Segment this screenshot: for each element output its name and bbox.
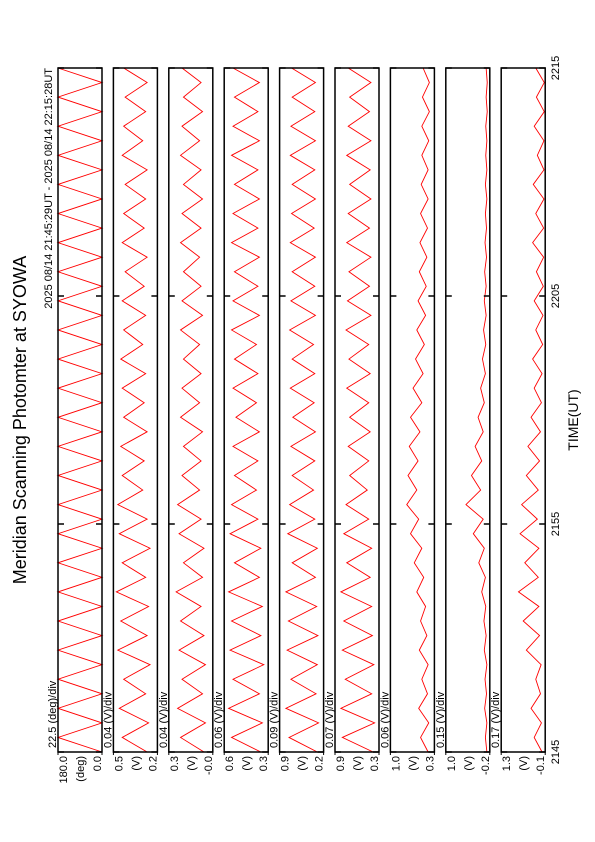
panel-frame [278,67,325,753]
panel-scale-label: 0.07 (V)/div [324,691,336,748]
panel-frame [445,67,491,753]
panel-frame [112,67,159,753]
subtitle: 2025 08/14 21:45:29UT - 2025 08/14 22:15… [43,68,55,309]
chart-title: Meridian Scanning Photomter at SYOWA [10,256,30,584]
y-tick-label: 0.2 [147,756,159,771]
y-tick-label: 1.3 [501,756,513,771]
y-tick-label: 180.0 [58,756,70,784]
y-tick-label: 0.6 [224,756,236,771]
trace [517,67,545,753]
trace [406,67,430,753]
y-tick-label: 1.0 [446,756,458,771]
y-tick-label: 0.3 [169,756,181,771]
panel-frame [57,67,103,753]
y-tick-label: 0.9 [335,756,347,771]
y-unit-label: (V) [407,756,419,771]
y-tick-label: 0.3 [258,756,270,771]
panel-scale-label: 0.04 (V)/div [158,691,170,748]
y-tick-label: 0.2 [314,756,326,771]
trace [115,67,152,753]
y-unit-label: (V) [518,756,530,771]
panel-scale-label: 0.06 (V)/div [213,691,225,748]
y-tick-label: 0.9 [280,756,292,771]
y-tick-label: -0.2 [480,756,492,775]
panel-scale-label: 0.17 (V)/div [490,691,502,748]
x-axis-label: TIME(UT) [565,389,581,450]
trace [175,67,207,753]
trace [339,67,376,753]
x-tick-label: 2215 [550,56,562,80]
y-tick-label: 0.3 [424,756,436,771]
rotated-chart: Meridian Scanning Photomter at SYOWA 202… [10,56,581,784]
panel-frame [223,67,269,753]
y-tick-label: -0.1 [535,756,547,775]
panel-scale-label: 0.09 (V)/div [269,691,281,748]
y-unit-label: (V) [186,756,198,771]
panel-scale-label: 0.06 (V)/div [379,691,391,748]
trace [284,67,320,753]
y-tick-label: 1.0 [390,756,402,771]
x-tick-label: 2205 [550,284,562,308]
y-unit-label: (V) [130,756,142,771]
trace [56,67,104,753]
panel-frame [389,67,436,753]
y-tick-label: -0.0 [203,756,215,775]
trace [227,67,265,753]
y-unit-label: (deg) [75,756,87,782]
y-unit-label: (V) [241,756,253,771]
panel-frame [500,67,546,753]
y-tick-label: 0.3 [369,756,381,771]
panel-frame [334,67,380,753]
trace [465,67,488,753]
y-tick-label: 0.5 [113,756,125,771]
y-unit-label: (V) [297,756,309,771]
y-unit-label: (V) [352,756,364,771]
y-tick-label: 0.0 [92,756,104,771]
x-tick-label: 2145 [550,740,562,764]
panel-frame [168,67,214,753]
panel-scale-label: 0.15 (V)/div [435,691,447,748]
panel-scale-label: 22.5 (deg)/div [47,680,59,748]
y-unit-label: (V) [463,756,475,771]
panel-scale-label: 0.04 (V)/div [102,691,114,748]
x-tick-label: 2155 [550,512,562,536]
